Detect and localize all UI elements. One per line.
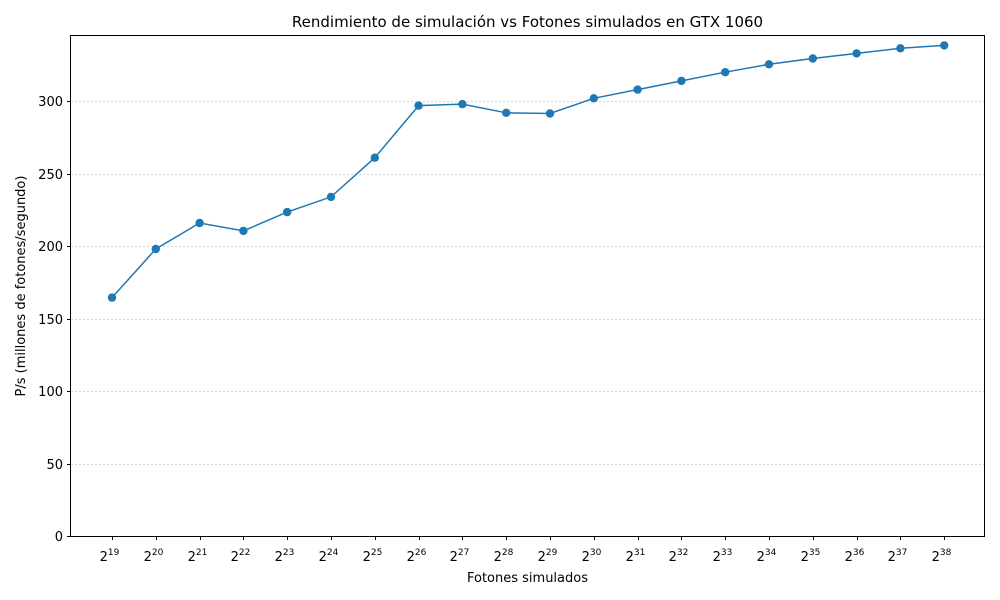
x-tick-label: 224 — [319, 548, 339, 565]
x-tick-base: 2 — [407, 550, 415, 565]
data-point — [239, 226, 248, 236]
x-axis: 219 220 221 222 223 224 225 226 227 228 229 230 231 2… — [100, 536, 952, 565]
x-tick-label: 231 — [626, 548, 646, 565]
x-tick-base: 2 — [275, 550, 283, 565]
x-tick-base: 2 — [100, 550, 108, 565]
data-point — [589, 94, 598, 103]
x-tick-label: 234 — [757, 548, 777, 565]
x-tick-exponent: 35 — [809, 548, 820, 558]
x-tick-exponent: 29 — [546, 548, 558, 558]
x-tick-label: 235 — [801, 548, 821, 565]
x-tick-base: 2 — [626, 550, 634, 565]
x-tick-label: 222 — [231, 548, 251, 565]
x-tick-label: 227 — [450, 548, 470, 565]
x-tick-label: 225 — [363, 548, 383, 565]
chart-title: Rendimiento de simulación vs Fotones sim… — [292, 13, 763, 31]
data-point — [414, 101, 423, 110]
data-point — [545, 109, 555, 118]
data-point — [107, 293, 117, 302]
plot-area — [70, 35, 985, 537]
y-axis: 0 50 100 150 200 250 300 — [38, 95, 71, 545]
series-line — [111, 44, 945, 299]
x-tick-label: 219 — [100, 548, 120, 565]
y-axis-label: P/s (millones de fotones/segundo) — [14, 176, 29, 397]
x-tick-base: 2 — [231, 550, 239, 565]
y-tick-label: 250 — [38, 168, 63, 183]
y-tick-label: 50 — [46, 458, 63, 473]
x-tick-exponent: 19 — [108, 548, 120, 558]
x-tick-exponent: 21 — [196, 548, 207, 558]
x-tick-base: 2 — [932, 550, 940, 565]
x-tick-label: 232 — [669, 548, 689, 565]
y-tick-label: 100 — [38, 385, 63, 400]
x-tick-exponent: 32 — [677, 548, 688, 558]
data-point — [458, 99, 467, 109]
x-tick-exponent: 37 — [896, 548, 907, 558]
x-tick-base: 2 — [713, 550, 721, 565]
x-tick-base: 2 — [538, 550, 546, 565]
x-tick-base: 2 — [757, 550, 765, 565]
x-tick-label: 229 — [538, 548, 558, 565]
data-point — [721, 68, 730, 77]
x-axis-label: Fotones simulados — [467, 571, 588, 586]
x-tick-label: 226 — [407, 548, 427, 565]
x-tick-exponent: 38 — [940, 548, 952, 558]
x-tick-base: 2 — [319, 550, 327, 565]
series — [107, 41, 949, 302]
x-tick-exponent: 24 — [327, 548, 339, 558]
data-point — [326, 192, 336, 202]
data-point — [677, 76, 686, 86]
x-tick-exponent: 23 — [283, 548, 294, 558]
grid-lines — [71, 101, 984, 465]
x-tick-base: 2 — [888, 550, 896, 565]
x-tick-label: 221 — [188, 548, 208, 565]
x-tick-base: 2 — [494, 550, 502, 565]
data-point — [195, 218, 204, 228]
x-tick-exponent: 36 — [853, 548, 865, 558]
data-point — [808, 54, 817, 63]
x-tick-exponent: 25 — [371, 548, 382, 558]
y-tick-label: 150 — [38, 313, 63, 328]
x-tick-exponent: 34 — [765, 548, 777, 558]
x-tick-base: 2 — [144, 550, 152, 565]
y-tick-label: 0 — [55, 530, 63, 545]
x-tick-exponent: 20 — [152, 548, 164, 558]
x-tick-base: 2 — [450, 550, 458, 565]
x-tick-base: 2 — [845, 550, 853, 565]
x-tick-exponent: 30 — [590, 548, 602, 558]
data-point — [764, 60, 774, 69]
x-tick-exponent: 28 — [502, 548, 514, 558]
x-tick-base: 2 — [363, 550, 371, 565]
x-tick-exponent: 31 — [634, 548, 645, 558]
x-tick-label: 236 — [845, 548, 865, 565]
x-tick-label: 220 — [144, 548, 164, 565]
data-point — [852, 49, 861, 58]
y-tick-label: 200 — [38, 240, 63, 255]
x-tick-label: 223 — [275, 548, 295, 565]
x-tick-base: 2 — [582, 550, 590, 565]
y-tick-label: 300 — [38, 95, 63, 110]
x-tick-label: 228 — [494, 548, 514, 565]
data-point — [151, 244, 160, 254]
x-tick-label: 238 — [932, 548, 952, 565]
x-tick-base: 2 — [188, 550, 196, 565]
data-point — [633, 85, 642, 94]
x-tick-exponent: 22 — [239, 548, 250, 558]
data-point — [502, 108, 511, 118]
x-tick-label: 237 — [888, 548, 908, 565]
x-tick-exponent: 26 — [415, 548, 427, 558]
x-tick-label: 230 — [582, 548, 602, 565]
x-tick-label: 233 — [713, 548, 733, 565]
data-point — [283, 207, 292, 217]
data-point — [896, 44, 905, 53]
data-point — [940, 41, 949, 50]
x-tick-exponent: 33 — [721, 548, 732, 558]
data-point — [370, 153, 379, 162]
x-tick-base: 2 — [669, 550, 677, 565]
x-tick-base: 2 — [801, 550, 809, 565]
x-tick-exponent: 27 — [458, 548, 469, 558]
